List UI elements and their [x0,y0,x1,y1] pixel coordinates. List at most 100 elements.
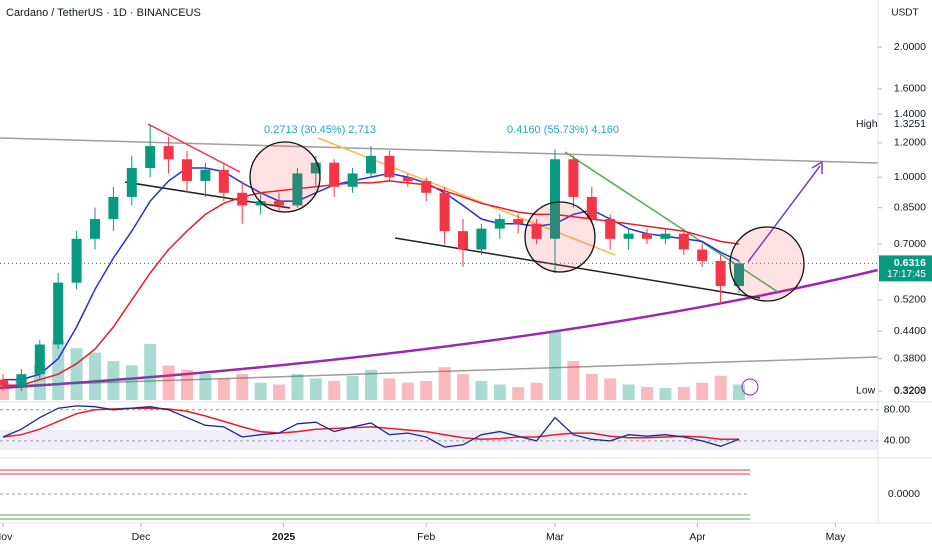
volume-bar [162,365,175,400]
chart-title: Cardano / TetherUS · 1D · BINANCEUS [6,7,201,19]
volume-bar [420,381,433,400]
candle-body [16,374,27,386]
volume-bar [659,387,672,400]
volume-bar [641,387,653,400]
highlight-circle [249,141,321,213]
volume-bar [125,365,138,400]
candle-body [476,228,487,250]
moving-average [3,180,740,386]
volume-bar [89,352,101,400]
y-tick-label: 0.4400 [894,325,926,337]
volume-bar [346,375,359,400]
volume-bar [677,387,690,400]
candle-body [34,344,45,375]
label-value: 0.3203 [894,385,926,397]
candle-body [623,233,634,239]
volume-bar [107,361,120,400]
currency: USDT [891,8,918,19]
candle-body [697,249,708,261]
candle-body [439,192,450,232]
volume-bar [199,374,212,400]
rsi-line [2,405,740,448]
price-value: 0.6316 [894,257,926,269]
candle-body [513,219,524,224]
candle-body [200,169,211,181]
y-tick-label: 0.3800 [894,353,926,365]
candle-body [384,155,395,178]
candle-body [458,231,468,250]
y-tick-label: 0.8500 [894,201,926,213]
candle-body [163,146,174,160]
annotation: 0.4160 (55.73%) 4,160 [507,124,619,136]
x-tick-label: Mar [546,531,565,543]
candle-body [586,196,597,220]
trend-line [0,356,879,387]
arrow [747,165,821,263]
volume-bar [714,375,727,400]
y-tick-label: 0.7000 [894,238,926,250]
x-tick-label: May [826,531,847,543]
volume-bar [309,378,322,400]
candle-body [642,233,652,239]
candle-body [310,162,321,174]
candle-body [550,159,560,239]
volume-bar [273,384,285,400]
x-tick-label: Nov [0,531,13,543]
x-tick-label: Dec [132,531,151,543]
candle-body [329,162,340,187]
icon [741,378,759,396]
candle-body [53,282,64,345]
volume-bar [181,369,193,400]
highlight-circle [729,226,805,302]
y-tick-label: 1.6000 [894,83,926,95]
x-tick-label: 2025 [272,531,296,543]
candle-body [218,169,229,193]
label-value: 1.3251 [894,118,926,130]
candle-body [660,233,671,239]
volume-bar [585,374,598,400]
y-tick-label: 0.3200 [894,385,926,397]
candle-body [182,159,192,181]
annotation: 0.2713 (30.45%) 2,713 [264,124,376,136]
candle-body [734,263,744,286]
trend-line [0,137,879,164]
volume-bar [530,382,543,400]
volume-bar [328,381,341,400]
volume-bar [70,348,83,400]
y-tick-label: 0.5200 [894,294,926,306]
x-tick-label: Apr [689,531,706,543]
volume-bar [438,367,451,400]
volume-bar [567,361,580,400]
y-tick-label: 1.4000 [894,108,926,120]
volume-bar [291,374,304,400]
candle-body [715,260,726,286]
label-name: High [856,118,878,130]
label-name: Low [856,385,876,397]
candle-body [421,180,432,193]
candle-body [292,173,303,206]
volume-bar [493,384,506,400]
candle-body [531,223,542,239]
volume-bar [549,330,561,400]
volume-bar [475,381,488,400]
price-tag [879,255,932,282]
volume-bar [696,382,709,400]
y-tick-label: 1.0000 [894,171,926,183]
volume-bar [512,387,525,400]
arrow-head [811,160,823,174]
candle-body [568,159,579,197]
highlight-circle [524,201,596,273]
candle-body [0,379,8,386]
volume-bar [604,378,617,400]
candle-body [237,192,248,206]
y-tick-label: 0.0000 [888,488,920,500]
volume-bar [457,374,469,400]
candle-body [108,196,119,220]
y-tick-label: 2.0000 [894,41,926,53]
volume-bar [365,369,377,400]
trend-line [147,123,241,173]
y-tick-label: 80.00 [884,404,910,416]
volume-bar [0,382,9,400]
